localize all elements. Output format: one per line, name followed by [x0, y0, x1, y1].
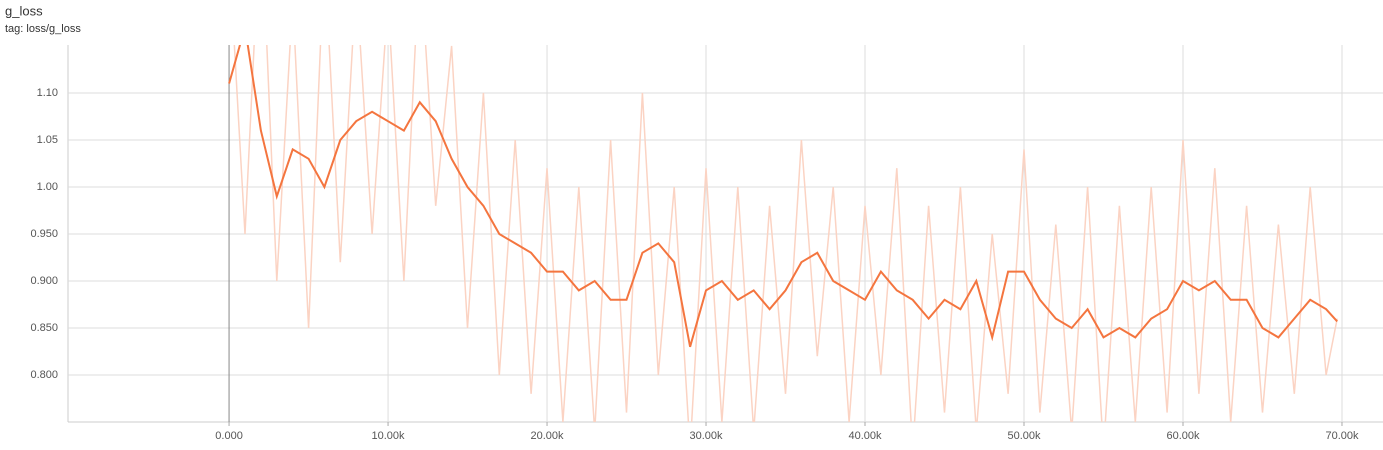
x-tick-label: 40.00k [848, 430, 882, 442]
smoothed-line [228, 45, 1338, 348]
x-tick-label: 0.000 [215, 430, 243, 442]
raw-line [233, 45, 1338, 422]
y-tick-label: 0.850 [30, 322, 58, 334]
x-tick-label: 10.00k [372, 430, 406, 442]
y-tick-label: 1.00 [37, 181, 58, 193]
chart-title: g_loss [5, 3, 43, 18]
y-tick-label: 1.05 [37, 134, 58, 146]
x-tick-label: 30.00k [690, 430, 724, 442]
x-tick-label: 60.00k [1166, 430, 1200, 442]
y-tick-label: 0.800 [30, 369, 58, 381]
y-tick-label: 1.10 [37, 87, 58, 99]
x-tick-label: 70.00k [1325, 430, 1359, 442]
x-tick-label: 20.00k [531, 430, 565, 442]
chart-subtitle: tag: loss/g_loss [5, 23, 81, 35]
y-tick-label: 0.900 [30, 275, 58, 287]
y-tick-label: 0.950 [30, 228, 58, 240]
x-tick-label: 50.00k [1007, 430, 1041, 442]
